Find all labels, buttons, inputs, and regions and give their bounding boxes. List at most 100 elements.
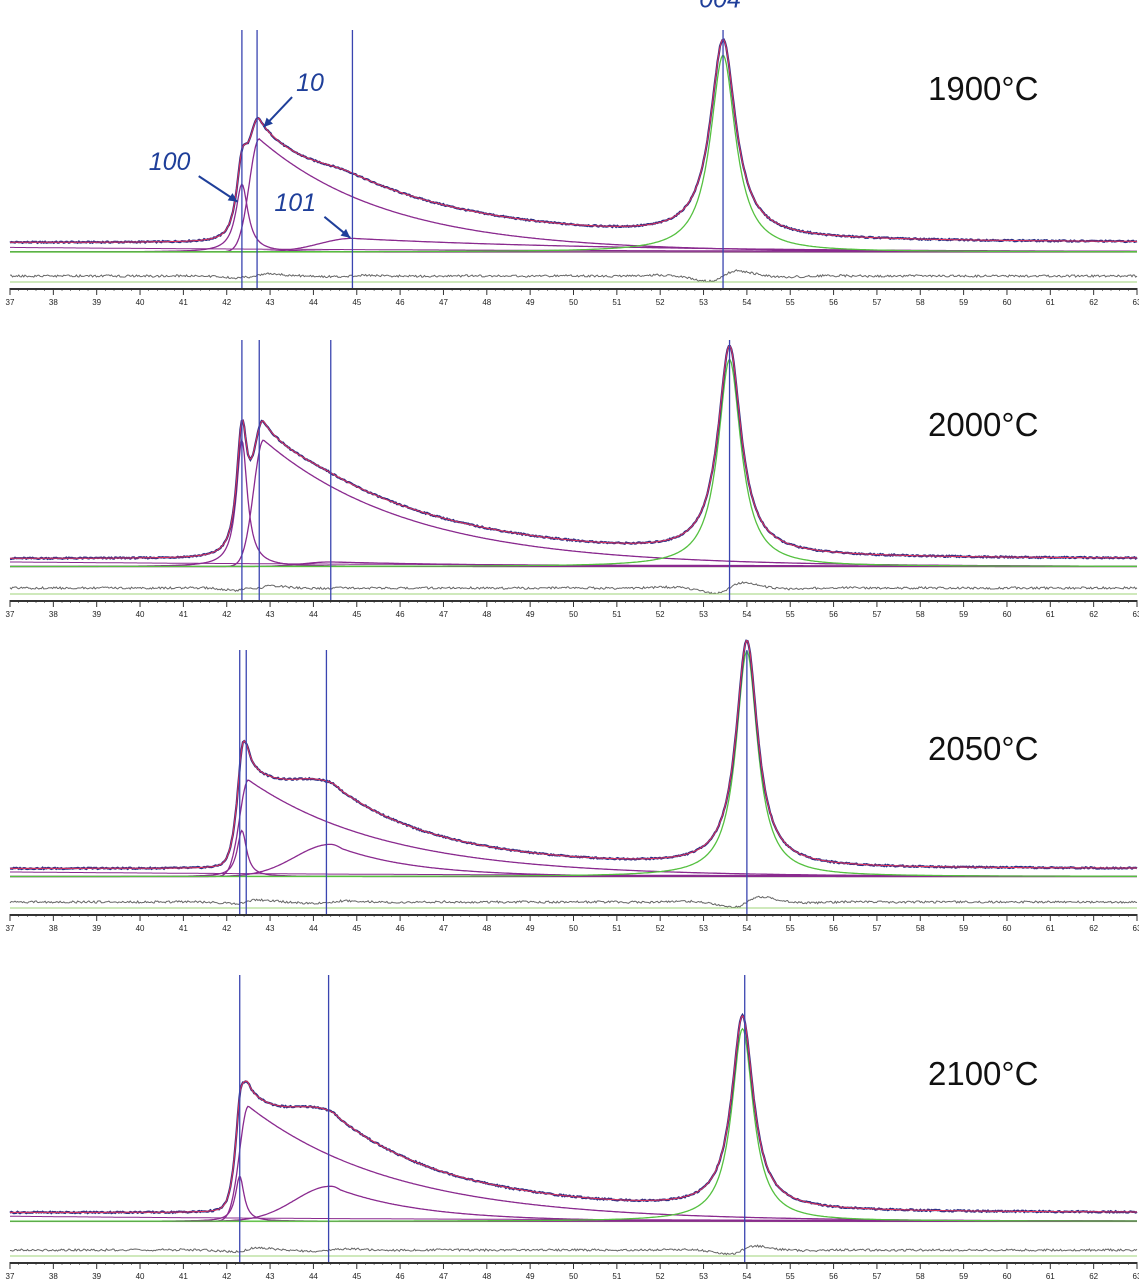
x-tick-label: 51 (612, 924, 621, 933)
x-tick-label: 63 (1133, 924, 1139, 933)
x-tick-label: 54 (742, 610, 751, 619)
x-tick-label: 59 (959, 1272, 968, 1281)
x-tick-label: 48 (482, 298, 491, 307)
x-tick-label: 39 (92, 924, 101, 933)
x-tick-label: 59 (959, 610, 968, 619)
x-tick-label: 51 (612, 1272, 621, 1281)
x-tick-label: 58 (916, 298, 925, 307)
component-curve-10 (10, 440, 1137, 566)
x-tick-label: 44 (309, 298, 318, 307)
observed-pattern (10, 1015, 1137, 1213)
x-tick-label: 41 (179, 1272, 188, 1281)
x-tick-label: 53 (699, 924, 708, 933)
x-tick-label: 60 (1003, 924, 1012, 933)
x-tick-label: 42 (222, 298, 231, 307)
x-tick-label: 52 (656, 924, 665, 933)
x-tick-label: 61 (1046, 610, 1055, 619)
x-tick-label: 44 (309, 1272, 318, 1281)
x-tick-label: 52 (656, 1272, 665, 1281)
x-tick-label: 44 (309, 924, 318, 933)
x-tick-label: 52 (656, 298, 665, 307)
x-tick-label: 51 (612, 298, 621, 307)
x-tick-label: 38 (49, 924, 58, 933)
x-tick-label: 46 (396, 610, 405, 619)
x-tick-label: 49 (526, 298, 535, 307)
x-tick-label: 37 (6, 298, 15, 307)
peak-annotation-004: 004 (699, 0, 741, 13)
x-tick-label: 50 (569, 610, 578, 619)
x-tick-label: 37 (6, 924, 15, 933)
x-tick-label: 62 (1089, 610, 1098, 619)
x-tick-label: 57 (872, 298, 881, 307)
x-tick-label: 49 (526, 1272, 535, 1281)
x-tick-label: 63 (1133, 1272, 1139, 1281)
component-curve-10 (10, 1106, 1137, 1221)
x-tick-label: 38 (49, 298, 58, 307)
x-tick-label: 46 (396, 298, 405, 307)
x-tick-label: 60 (1003, 1272, 1012, 1281)
x-tick-label: 45 (352, 924, 361, 933)
x-tick-label: 60 (1003, 610, 1012, 619)
x-tick-label: 40 (136, 610, 145, 619)
panel-2000°C: 37 38 39 40 41 42 43 44 45 46 47 48 49 50 51 52 53 54 55 56… (6, 340, 1139, 619)
component-curve-100 (10, 1177, 1137, 1221)
x-tick-label: 61 (1046, 298, 1055, 307)
x-tick-label: 45 (352, 1272, 361, 1281)
x-tick-label: 58 (916, 924, 925, 933)
x-tick-label: 62 (1089, 924, 1098, 933)
x-tick-label: 43 (266, 1272, 275, 1281)
peak-annotation-10: 10 (296, 69, 324, 97)
x-tick-label: 62 (1089, 298, 1098, 307)
component-curve-101 (10, 1186, 1137, 1221)
x-tick-label: 47 (439, 1272, 448, 1281)
x-tick-label: 48 (482, 610, 491, 619)
x-tick-label: 49 (526, 610, 535, 619)
x-tick-label: 46 (396, 1272, 405, 1281)
x-tick-label: 40 (136, 1272, 145, 1281)
x-tick-label: 38 (49, 610, 58, 619)
x-tick-label: 43 (266, 924, 275, 933)
x-tick-label: 50 (569, 924, 578, 933)
x-tick-label: 56 (829, 610, 838, 619)
x-tick-label: 52 (656, 610, 665, 619)
x-tick-label: 47 (439, 924, 448, 933)
x-tick-label: 55 (786, 924, 795, 933)
x-tick-label: 53 (699, 610, 708, 619)
x-tick-label: 58 (916, 1272, 925, 1281)
x-tick-label: 50 (569, 1272, 578, 1281)
panel-2050°C: 37 38 39 40 41 42 43 44 45 46 47 48 49 50 51 52 53 54 55 56… (6, 641, 1139, 933)
x-tick-label: 57 (872, 610, 881, 619)
x-tick-label: 48 (482, 924, 491, 933)
x-tick-label: 55 (786, 298, 795, 307)
x-tick-label: 61 (1046, 924, 1055, 933)
x-tick-label: 41 (179, 298, 188, 307)
x-tick-label: 42 (222, 924, 231, 933)
fit-total-curve (10, 346, 1137, 558)
x-tick-label: 49 (526, 924, 535, 933)
component-curve-004 (10, 360, 1137, 567)
x-tick-label: 62 (1089, 1272, 1098, 1281)
peak-annotation-100: 100 (149, 148, 191, 176)
x-tick-label: 50 (569, 298, 578, 307)
x-tick-label: 53 (699, 298, 708, 307)
x-tick-label: 55 (786, 610, 795, 619)
x-tick-label: 41 (179, 924, 188, 933)
x-tick-label: 37 (6, 610, 15, 619)
x-tick-label: 63 (1133, 610, 1139, 619)
peak-annotation-101: 101 (274, 189, 316, 217)
residual-trace (10, 582, 1137, 594)
panel-1900°C: 37 38 39 40 41 42 43 44 45 46 47 48 49 50 51 52 53 54 55 56… (6, 0, 1139, 307)
residual-trace (10, 270, 1137, 282)
x-tick-label: 39 (92, 298, 101, 307)
component-curve-10 (10, 780, 1137, 876)
residual-trace (10, 896, 1137, 908)
fit-total-curve (10, 1016, 1137, 1213)
x-tick-label: 58 (916, 610, 925, 619)
component-curve-101 (10, 844, 1137, 876)
temperature-label: 2050°C (928, 730, 1038, 767)
x-tick-label: 61 (1046, 1272, 1055, 1281)
x-tick-label: 42 (222, 610, 231, 619)
temperature-label: 1900°C (928, 70, 1038, 107)
